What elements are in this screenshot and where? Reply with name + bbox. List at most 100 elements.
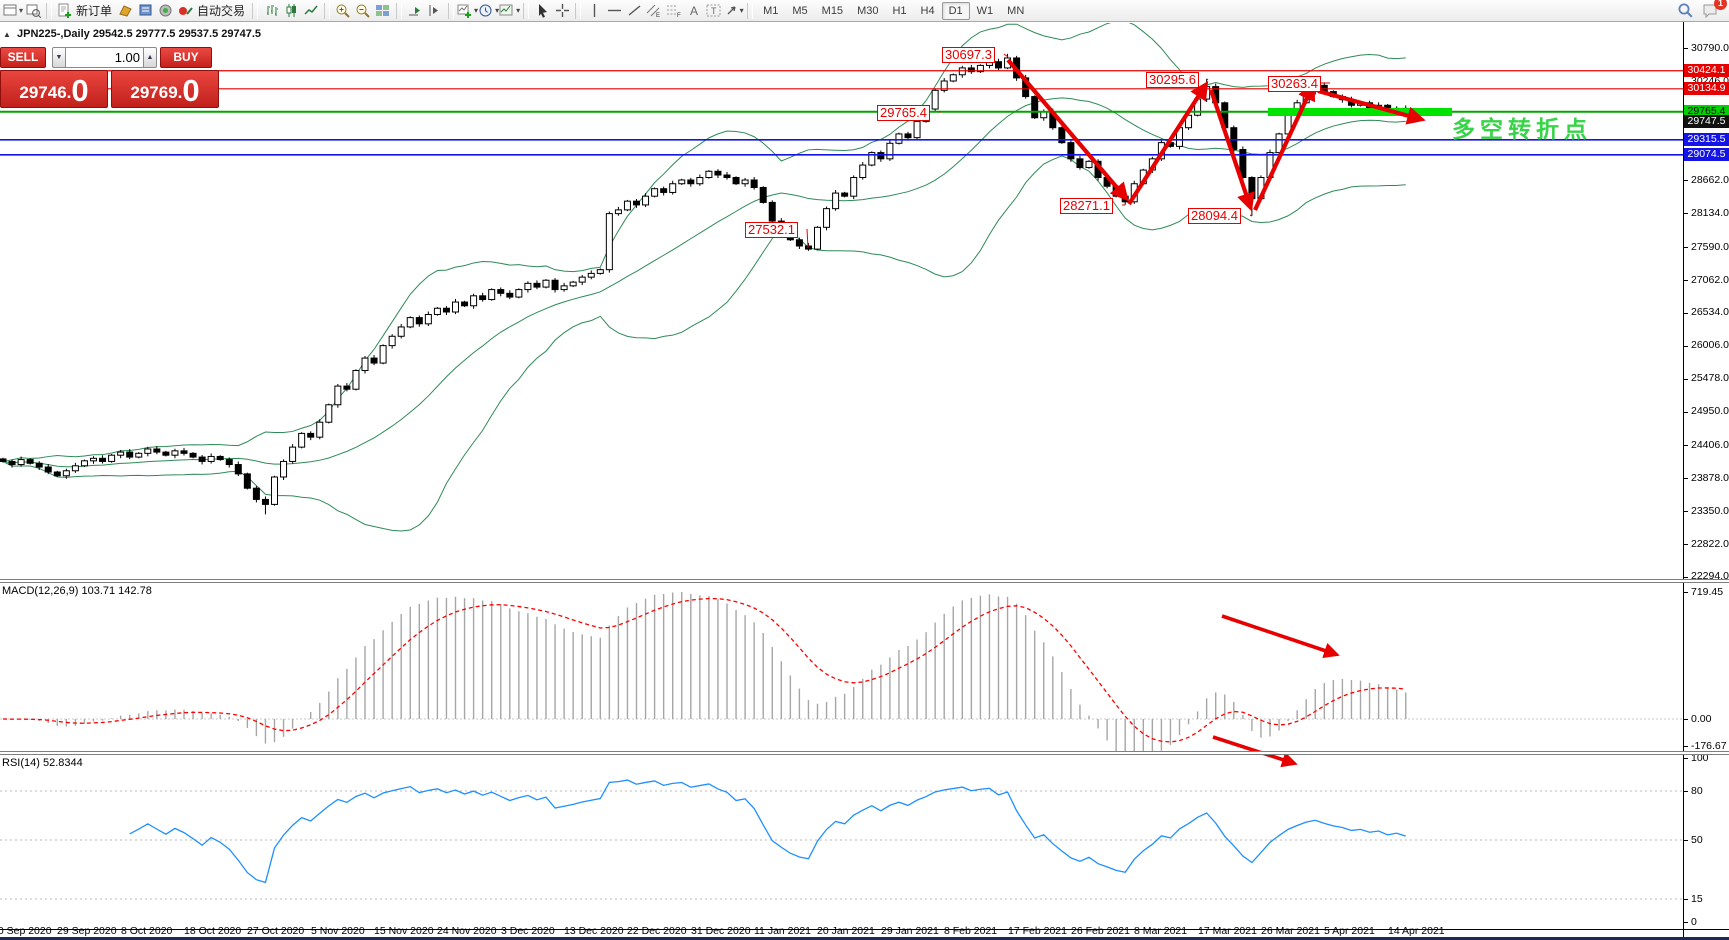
macd-panel-splitter[interactable] <box>0 579 1729 583</box>
indicator-trend-arrow[interactable] <box>1212 735 1298 768</box>
date-axis-label: 27 Oct 2020 <box>247 925 305 937</box>
zoom-in-icon[interactable] <box>333 1 353 20</box>
timeframe-button-h1[interactable]: H1 <box>892 4 907 17</box>
timeframe-button-m1[interactable]: M1 <box>763 4 779 17</box>
price-annotation-label[interactable]: 30697.3 <box>942 47 995 63</box>
toolbar-separator <box>252 2 259 19</box>
fibonacci-tool-icon[interactable]: F <box>664 1 684 20</box>
date-axis-label: 29 Jan 2021 <box>881 925 939 937</box>
new-order-button[interactable]: 新订单 <box>76 4 113 18</box>
timeframe-button-w1[interactable]: W1 <box>976 4 994 17</box>
price-annotation-label[interactable]: 27532.1 <box>745 222 798 238</box>
text-tool-icon[interactable]: A <box>684 1 704 20</box>
trend-arrow[interactable] <box>1006 58 1129 202</box>
timeframe-button-h4[interactable]: H4 <box>920 4 935 17</box>
channel-tool-icon[interactable]: E <box>644 1 664 20</box>
date-axis-label: 20 Sep 2020 <box>0 925 52 937</box>
chart-shift-icon[interactable] <box>425 1 445 20</box>
date-axis-label: 14 Apr 2021 <box>1388 925 1445 937</box>
price-axis-tick: 25478.0 <box>1691 372 1729 385</box>
price-axis-tick: 30790.0 <box>1691 41 1729 54</box>
autotrading-button[interactable]: 自动交易 <box>197 4 246 18</box>
timeframe-button-m15[interactable]: M15 <box>821 4 844 17</box>
market-watch-icon[interactable] <box>116 1 136 20</box>
timeframe-button-mn[interactable]: MN <box>1007 4 1025 17</box>
notifications-icon[interactable]: 1 <box>1701 0 1727 20</box>
templates-icon[interactable]: ▾ <box>499 1 520 20</box>
trendline-tool-icon[interactable] <box>624 1 644 20</box>
price-axis-tickmark <box>1684 478 1688 480</box>
rsi-axis-tick: 80 <box>1691 784 1703 797</box>
trend-arrow[interactable] <box>1127 81 1209 206</box>
periods-icon[interactable]: ▾ <box>478 1 499 20</box>
macd-axis-tickmark <box>1684 746 1688 747</box>
search-icon[interactable] <box>1675 1 1695 20</box>
trend-arrow[interactable] <box>1253 81 1316 211</box>
line-chart-type-icon[interactable] <box>301 1 321 20</box>
price-annotation-label[interactable]: 30295.6 <box>1146 72 1199 88</box>
price-axis-tick: 26534.0 <box>1691 306 1729 319</box>
timeframe-button-d1[interactable]: D1 <box>941 1 970 20</box>
label-tool-icon[interactable]: T <box>704 1 724 20</box>
price-annotation-label[interactable]: 28271.1 <box>1060 198 1113 214</box>
crosshair-icon[interactable] <box>552 1 572 20</box>
date-axis-label: 31 Dec 2020 <box>691 925 751 937</box>
timeframe-button-m30[interactable]: M30 <box>857 4 879 17</box>
date-axis-label: 17 Feb 2021 <box>1008 925 1067 937</box>
toolbar-separator <box>747 2 754 19</box>
buy-button[interactable]: BUY <box>160 47 212 68</box>
volume-down-button[interactable]: ▼ <box>52 47 66 68</box>
sell-price-pip: 0 <box>71 73 89 108</box>
price-badge: 30424.1 <box>1684 64 1729 78</box>
arrows-tool-icon[interactable]: ▾ <box>724 1 744 20</box>
price-annotation-label[interactable]: 29765.4 <box>877 105 930 121</box>
collapse-widget-icon[interactable]: ▲ <box>3 30 11 39</box>
volume-input[interactable] <box>66 47 143 68</box>
svg-text:A: A <box>690 4 698 18</box>
data-window-icon[interactable] <box>136 1 156 20</box>
date-axis-label: 29 Sep 2020 <box>57 925 117 937</box>
new-order-icon[interactable] <box>55 1 75 20</box>
tile-windows-icon[interactable] <box>373 1 393 20</box>
sell-price-panel[interactable]: 29746. 0 <box>0 70 108 108</box>
zoom-out-icon[interactable] <box>353 1 373 20</box>
price-axis-tick: 24406.0 <box>1691 438 1729 451</box>
trend-arrow[interactable] <box>1209 89 1255 212</box>
indicators-icon[interactable]: ▾ <box>457 1 478 20</box>
price-annotation-label[interactable]: 30263.4 <box>1268 76 1321 92</box>
candles <box>0 53 1410 515</box>
trend-arrow[interactable] <box>1317 88 1426 125</box>
support-zone-bar[interactable] <box>1268 108 1452 116</box>
chart-window-icon[interactable]: ▾ <box>3 1 23 20</box>
one-click-trading-widget: SELL ▼ ▲ BUY 29746.0 29769.0 <box>0 47 222 108</box>
buy-price-panel[interactable]: 29769. 0 <box>111 70 219 108</box>
auto-scroll-icon[interactable] <box>405 1 425 20</box>
rsi-label: RSI(14) 52.8344 <box>2 757 83 769</box>
svg-text:F: F <box>677 13 681 18</box>
price-annotation-label[interactable]: 28094.4 <box>1188 208 1241 224</box>
date-axis-label: 8 Feb 2021 <box>944 925 998 937</box>
price-axis-tick: 23878.0 <box>1691 471 1729 484</box>
navigator-icon[interactable] <box>156 1 176 20</box>
price-axis-tickmark <box>1684 247 1688 249</box>
price-axis-tickmark <box>1684 378 1688 380</box>
rsi-panel-splitter[interactable] <box>0 751 1729 755</box>
bar-chart-type-icon[interactable] <box>261 1 281 20</box>
horizontal-line-tool-icon[interactable] <box>604 1 624 20</box>
toolbar-separator <box>46 2 53 19</box>
sell-button[interactable]: SELL <box>0 47 46 68</box>
vertical-line-tool-icon[interactable] <box>584 1 604 20</box>
indicator-trend-arrow[interactable] <box>1221 614 1340 659</box>
cursor-icon[interactable] <box>532 1 552 20</box>
autotrading-icon[interactable] <box>176 1 196 20</box>
main-toolbar: ▾ 新订单 自动交易 ▾ ▾ ▾ E F A T ▾ M1 M5 M15 M30 H1 H… <box>0 0 1729 22</box>
timeframe-button-m5[interactable]: M5 <box>792 4 808 17</box>
pivot-annotation-text[interactable]: 多空转折点 <box>1452 116 1592 142</box>
quote-line: ▲ JPN225-,Daily 29542.5 29777.5 29537.5 … <box>3 28 261 40</box>
svg-text:T: T <box>711 6 717 16</box>
macd-axis-tickmark <box>1684 592 1688 593</box>
candlestick-type-icon[interactable] <box>281 1 301 20</box>
volume-up-button[interactable]: ▲ <box>143 47 157 68</box>
profiles-icon[interactable] <box>23 1 43 20</box>
